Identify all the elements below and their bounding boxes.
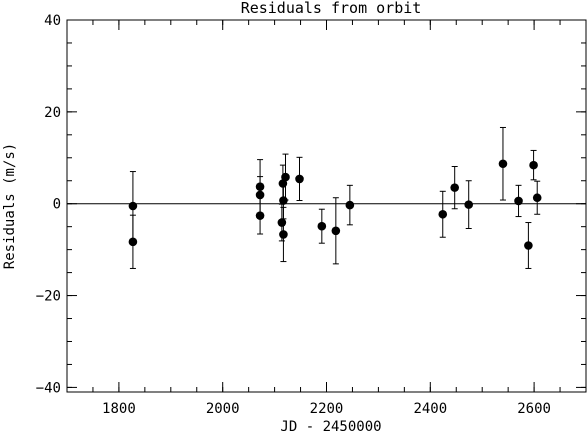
data-point xyxy=(498,159,508,169)
axis-ticks xyxy=(67,19,586,392)
data-point xyxy=(331,226,341,236)
data-point xyxy=(255,190,265,200)
chart-title: Residuals from orbit xyxy=(241,0,422,17)
y-tick-label: 0 xyxy=(53,197,61,213)
data-point xyxy=(279,230,288,239)
x-tick-label: 2400 xyxy=(413,401,447,417)
data-point xyxy=(438,209,448,219)
y-tick-label: 20 xyxy=(44,105,61,121)
error-bars xyxy=(129,126,541,269)
data-point xyxy=(464,200,474,209)
y-axis-label: Residuals (m/s) xyxy=(2,143,18,269)
y-tick-label: 40 xyxy=(44,13,61,29)
data-point xyxy=(345,200,355,210)
data-point xyxy=(532,193,542,203)
data-point xyxy=(255,182,265,192)
data-point xyxy=(529,160,538,170)
y-tick-label: −40 xyxy=(36,380,61,396)
data-point xyxy=(278,179,288,188)
data-point xyxy=(524,241,533,250)
data-point xyxy=(317,221,327,231)
data-point xyxy=(277,218,287,227)
data-point xyxy=(128,201,138,211)
data-point xyxy=(281,172,290,182)
data-point xyxy=(450,183,459,192)
x-axis-label: JD - 2450000 xyxy=(280,419,381,435)
data-point xyxy=(514,196,523,206)
data-point xyxy=(255,211,265,220)
data-point xyxy=(279,196,288,205)
plot-frame xyxy=(66,19,587,393)
x-tick-label: 1800 xyxy=(102,401,136,417)
y-tick-label: −20 xyxy=(36,289,61,305)
data-point xyxy=(128,237,138,247)
x-tick-label: 2200 xyxy=(310,401,344,417)
x-tick-label: 2600 xyxy=(517,401,551,417)
data-point xyxy=(295,174,304,184)
axis-tick-labels: 1800 2000 2200 2400 2600 40 20 0 −20 −40 xyxy=(36,13,551,417)
data-points xyxy=(128,159,542,250)
x-tick-label: 2000 xyxy=(206,401,240,417)
